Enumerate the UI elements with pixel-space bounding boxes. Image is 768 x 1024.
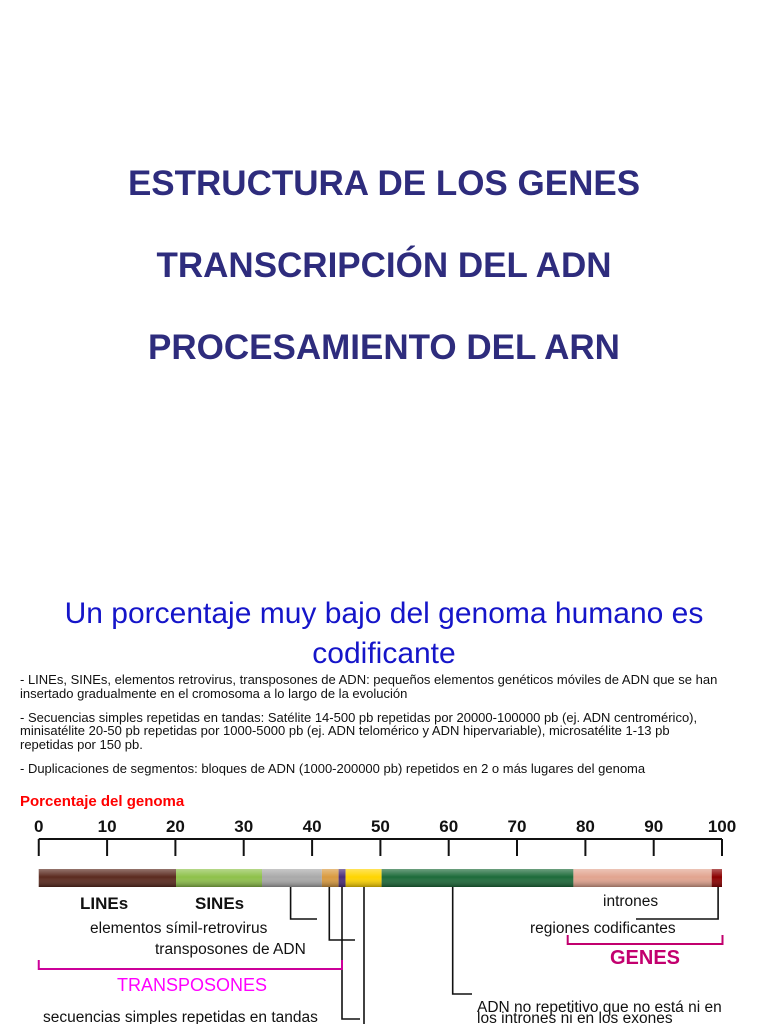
svg-text:TRANSPOSONES: TRANSPOSONES: [117, 975, 267, 995]
svg-text:30: 30: [234, 817, 253, 836]
svg-text:secuencias simples repetidas e: secuencias simples repetidas en tandas: [43, 1009, 318, 1024]
svg-text:elementos símil-retrovirus: elementos símil-retrovirus: [90, 920, 268, 937]
svg-text:intrones: intrones: [603, 893, 658, 910]
svg-text:LINEs: LINEs: [80, 894, 128, 913]
svg-text:transposones de ADN: transposones de ADN: [155, 941, 306, 958]
svg-text:50: 50: [371, 817, 390, 836]
svg-text:90: 90: [644, 817, 663, 836]
svg-text:80: 80: [576, 817, 595, 836]
svg-text:SINEs: SINEs: [195, 894, 244, 913]
svg-text:40: 40: [303, 817, 322, 836]
svg-text:100: 100: [708, 817, 736, 836]
svg-text:20: 20: [166, 817, 185, 836]
svg-text:60: 60: [439, 817, 458, 836]
svg-text:regiones codificantes: regiones codificantes: [530, 920, 676, 937]
svg-text:GENES: GENES: [610, 947, 680, 969]
svg-text:0: 0: [34, 817, 43, 836]
svg-text:los intrones ni en los exones: los intrones ni en los exones: [477, 1010, 673, 1024]
svg-text:10: 10: [98, 817, 117, 836]
svg-text:70: 70: [508, 817, 527, 836]
